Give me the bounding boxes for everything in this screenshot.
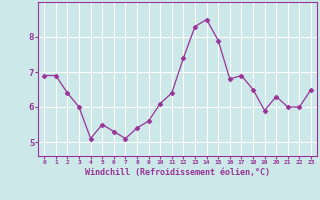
X-axis label: Windchill (Refroidissement éolien,°C): Windchill (Refroidissement éolien,°C) xyxy=(85,168,270,177)
